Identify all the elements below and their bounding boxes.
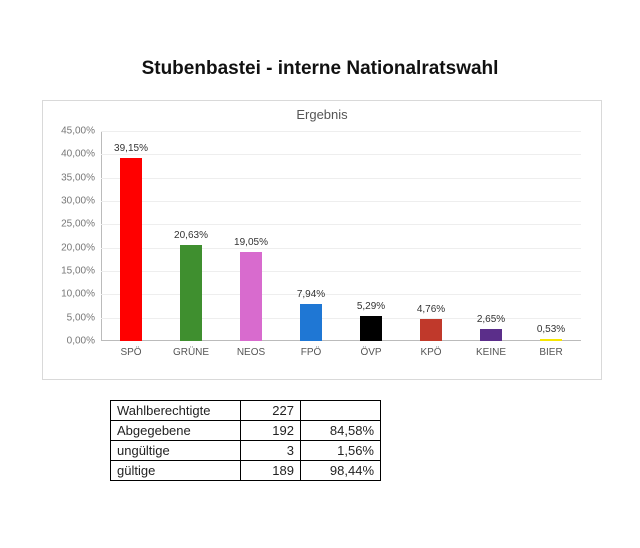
x-tick-label: FPÖ (301, 347, 322, 358)
table-cell-label: gültige (111, 461, 241, 481)
bar-slot: 39,15%SPÖ (101, 131, 161, 341)
x-tick-label: GRÜNE (173, 347, 209, 358)
bar-value-label: 39,15% (114, 143, 148, 154)
stats-table: Wahlberechtigte227Abgegebene19284,58%ung… (110, 400, 381, 481)
table-cell-pct (301, 401, 381, 421)
table-row: ungültige31,56% (111, 441, 381, 461)
bar (240, 252, 262, 341)
bar-slot: 20,63%GRÜNE (161, 131, 221, 341)
page-title: Stubenbastei - interne Nationalratswahl (0, 58, 640, 80)
bar (540, 339, 562, 341)
bar-slot: 2,65%KEINE (461, 131, 521, 341)
table-row: gültige18998,44% (111, 461, 381, 481)
x-tick-label: KEINE (476, 347, 506, 358)
table-row: Abgegebene19284,58% (111, 421, 381, 441)
bar (420, 319, 442, 341)
bar-value-label: 5,29% (357, 301, 385, 312)
bar-value-label: 19,05% (234, 237, 268, 248)
table-cell-label: Wahlberechtigte (111, 401, 241, 421)
bar-slot: 7,94%FPÖ (281, 131, 341, 341)
bar (480, 329, 502, 341)
x-tick-label: SPÖ (120, 347, 141, 358)
bar (360, 316, 382, 341)
x-tick-label: NEOS (237, 347, 265, 358)
bar-value-label: 4,76% (417, 304, 445, 315)
bar-value-label: 0,53% (537, 324, 565, 335)
y-tick-label: 10,00% (45, 289, 95, 300)
bar-value-label: 2,65% (477, 314, 505, 325)
chart-panel: Ergebnis 0,00%5,00%10,00%15,00%20,00%25,… (42, 100, 602, 380)
y-tick-label: 45,00% (45, 126, 95, 137)
x-tick-label: ÖVP (360, 347, 381, 358)
chart-plot-area: 0,00%5,00%10,00%15,00%20,00%25,00%30,00%… (101, 131, 581, 341)
y-tick-label: 20,00% (45, 242, 95, 253)
table-cell-count: 192 (241, 421, 301, 441)
table-cell-count: 189 (241, 461, 301, 481)
y-tick-label: 40,00% (45, 149, 95, 160)
bar (180, 245, 202, 341)
x-tick-label: KPÖ (420, 347, 441, 358)
y-tick-label: 25,00% (45, 219, 95, 230)
page-root: Stubenbastei - interne Nationalratswahl … (0, 0, 640, 548)
bar (120, 158, 142, 341)
bar-slot: 5,29%ÖVP (341, 131, 401, 341)
bar-value-label: 7,94% (297, 289, 325, 300)
y-tick-label: 5,00% (45, 312, 95, 323)
table-cell-count: 3 (241, 441, 301, 461)
bar (300, 304, 322, 341)
bar-slot: 19,05%NEOS (221, 131, 281, 341)
bar-slot: 4,76%KPÖ (401, 131, 461, 341)
table-cell-pct: 1,56% (301, 441, 381, 461)
chart-subtitle: Ergebnis (43, 107, 601, 122)
table-cell-label: ungültige (111, 441, 241, 461)
table-cell-label: Abgegebene (111, 421, 241, 441)
table-cell-pct: 84,58% (301, 421, 381, 441)
bar-slot: 0,53%BIER (521, 131, 581, 341)
table-cell-pct: 98,44% (301, 461, 381, 481)
table-row: Wahlberechtigte227 (111, 401, 381, 421)
y-tick-label: 15,00% (45, 266, 95, 277)
table-cell-count: 227 (241, 401, 301, 421)
bar-value-label: 20,63% (174, 230, 208, 241)
y-tick-label: 30,00% (45, 196, 95, 207)
y-tick-label: 35,00% (45, 172, 95, 183)
x-tick-label: BIER (539, 347, 562, 358)
y-tick-label: 0,00% (45, 336, 95, 347)
